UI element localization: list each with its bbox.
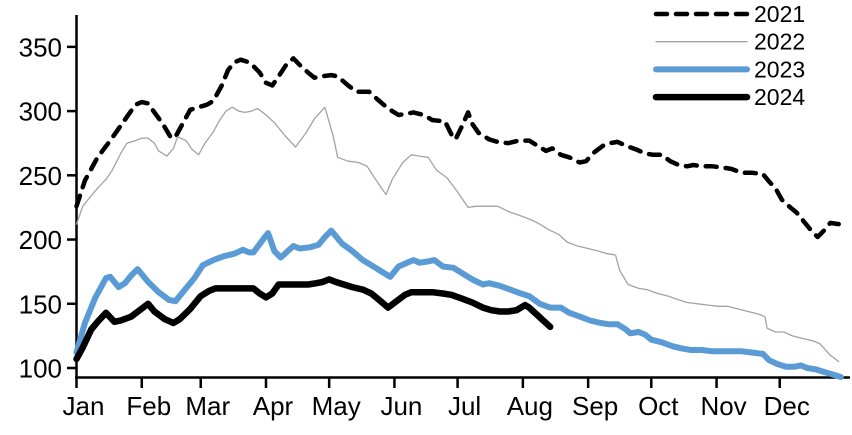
- series-line-2022: [75, 106, 840, 363]
- x-tick-label-mar: Mar: [185, 391, 230, 421]
- x-tick-label-may: May: [312, 391, 361, 421]
- y-tick-label-300: 300: [19, 97, 62, 127]
- x-tick-label-sep: Sep: [572, 391, 618, 421]
- series-line-2023: [73, 227, 844, 380]
- legend-item-2023: 2023: [653, 56, 805, 82]
- x-tick-label-jun: Jun: [380, 391, 422, 421]
- legend-label-2024: 2024: [754, 84, 805, 110]
- x-tick-label-apr: Apr: [253, 391, 294, 421]
- x-tick-label-aug: Aug: [507, 391, 553, 421]
- y-tick-label-150: 150: [19, 289, 62, 319]
- y-tick-label-200: 200: [19, 225, 62, 255]
- series-line-2021: [74, 56, 841, 240]
- x-tick-label-feb: Feb: [126, 391, 171, 421]
- x-tick-label-nov: Nov: [700, 391, 746, 421]
- legend-label-2022: 2022: [754, 29, 805, 55]
- legend-label-2021: 2021: [754, 1, 805, 27]
- y-tick-label-250: 250: [19, 161, 62, 191]
- x-tick-label-jul: Jul: [448, 391, 481, 421]
- x-tick-label-jan: Jan: [63, 391, 105, 421]
- y-tick-label-100: 100: [19, 354, 62, 384]
- x-tick-label-dec: Dec: [764, 391, 810, 421]
- legend-item-2022: 2022: [655, 29, 805, 55]
- legend-item-2024: 2024: [652, 84, 805, 110]
- y-tick-label-350: 350: [19, 32, 62, 62]
- legend-label-2023: 2023: [754, 56, 805, 82]
- legend-item-2021: 2021: [653, 1, 805, 27]
- series-line-2024: [73, 276, 554, 363]
- x-tick-label-oct: Oct: [638, 391, 679, 421]
